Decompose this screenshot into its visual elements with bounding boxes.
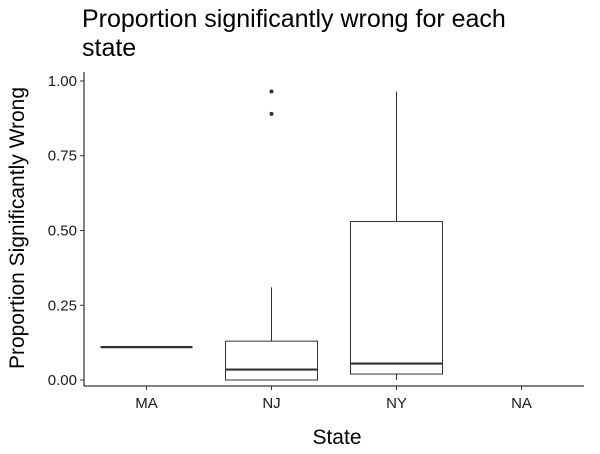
outlier-point-nj-2 (269, 89, 274, 94)
plot-area (100, 89, 443, 381)
chart-title-line-1: Proportion significantly wrong for each (82, 5, 506, 33)
box-nj (225, 340, 318, 381)
outlier-point-nj-1 (269, 111, 274, 116)
y-tick-label: 0.75 (48, 148, 77, 165)
y-tick-label: 0.00 (48, 372, 77, 389)
x-axis-title: State (312, 426, 361, 449)
y-axis-title: Proportion Significantly Wrong (6, 87, 29, 369)
x-tick-label: NY (386, 395, 407, 412)
chart-title-line-2: state (82, 34, 136, 62)
y-tick-label: 1.00 (48, 73, 77, 90)
y-tick-label: 0.50 (48, 222, 77, 239)
axes: 0.00 0.25 0.50 0.75 1.00 MA NJ NY NA (48, 72, 584, 412)
y-tick-label: 0.25 (48, 297, 77, 314)
x-tick-label: NJ (262, 395, 280, 412)
x-tick-label: MA (135, 395, 158, 412)
x-tick-label: NA (511, 395, 532, 412)
box-ny (350, 221, 443, 375)
